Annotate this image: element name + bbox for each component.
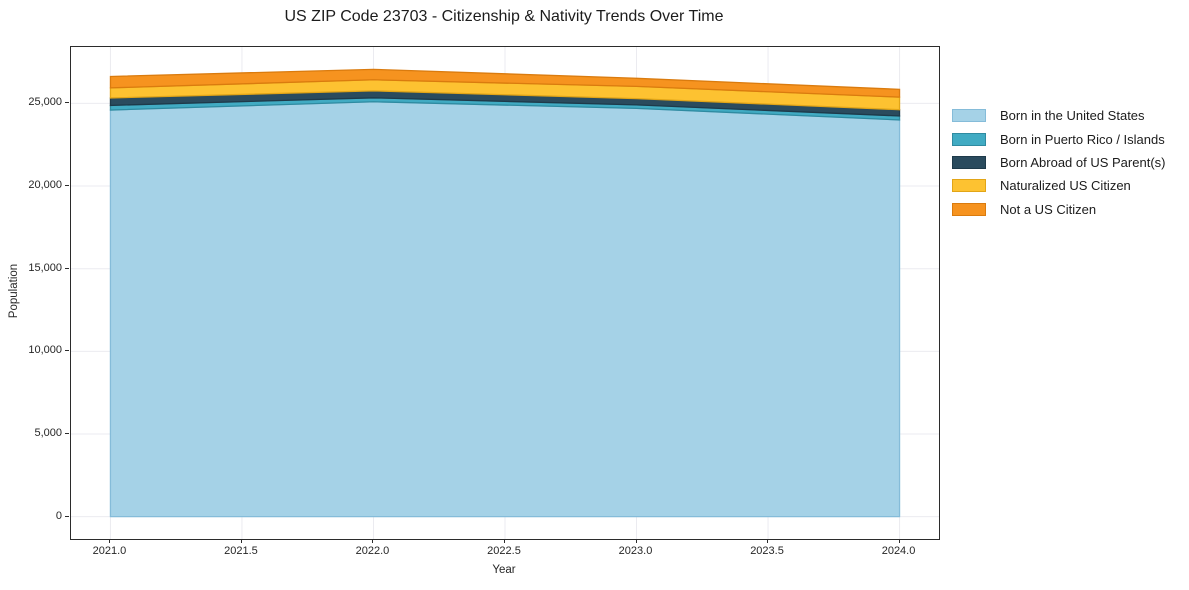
x-tick-label: 2022.5 — [487, 545, 521, 557]
legend-label: Born Abroad of US Parent(s) — [1000, 154, 1166, 170]
x-tick-label: 2021.5 — [224, 545, 258, 557]
x-tick-mark — [504, 539, 505, 543]
legend-swatch — [952, 132, 986, 146]
plot-area — [70, 46, 940, 540]
x-tick-mark — [240, 539, 242, 543]
x-tick-label: 2021.0 — [92, 545, 127, 557]
y-tick-mark — [65, 102, 69, 104]
area-series-0 — [109, 101, 901, 518]
legend-item-4: Not a US Citizen — [952, 198, 1165, 221]
x-tick-label: 2024.0 — [881, 545, 916, 557]
y-tick-mark — [65, 185, 69, 187]
x-tick-mark — [109, 539, 111, 543]
legend-label: Born in Puerto Rico / Islands — [1000, 131, 1165, 147]
y-tick-mark — [65, 432, 69, 434]
y-tick-mark — [65, 267, 69, 269]
legend-swatch — [952, 202, 986, 216]
y-tick-label: 5,000 — [34, 426, 62, 439]
x-tick-label: 2022.0 — [355, 545, 390, 557]
x-tick-label: 2023.5 — [750, 545, 784, 557]
legend: Born in the United States Born in Puerto … — [952, 104, 1165, 221]
x-tick-mark — [635, 539, 637, 543]
y-tick-label: 25,000 — [28, 96, 62, 109]
y-tick-label: 0 — [55, 509, 62, 522]
legend-item-1: Born in Puerto Rico / Islands — [952, 127, 1165, 150]
legend-swatch — [952, 109, 986, 123]
x-tick-label: 2023.0 — [618, 545, 653, 557]
legend-label: Naturalized US Citizen — [1000, 178, 1131, 194]
x-tick-mark — [372, 539, 374, 543]
legend-label: Not a US Citizen — [1000, 201, 1097, 217]
y-tick-mark — [65, 350, 69, 352]
legend-item-3: Naturalized US Citizen — [952, 174, 1165, 197]
y-tick-label: 10,000 — [28, 344, 62, 357]
legend-swatch — [952, 179, 986, 193]
y-tick-label: 15,000 — [28, 261, 62, 274]
x-tick-mark — [898, 539, 900, 543]
legend-item-2: Born Abroad of US Parent(s) — [952, 151, 1165, 174]
legend-swatch — [952, 155, 986, 169]
x-axis-label: Year — [492, 564, 516, 576]
stacked-area-canvas — [71, 47, 939, 539]
area-series-4 — [109, 68, 901, 98]
y-tick-label: 20,000 — [28, 179, 62, 192]
legend-label: Born in the United States — [1000, 108, 1145, 124]
legend-item-0: Born in the United States — [952, 104, 1165, 127]
x-tick-mark — [767, 539, 769, 543]
chart-title: US ZIP Code 23703 - Citizenship & Nativi… — [284, 8, 724, 25]
y-tick-mark — [65, 515, 69, 517]
